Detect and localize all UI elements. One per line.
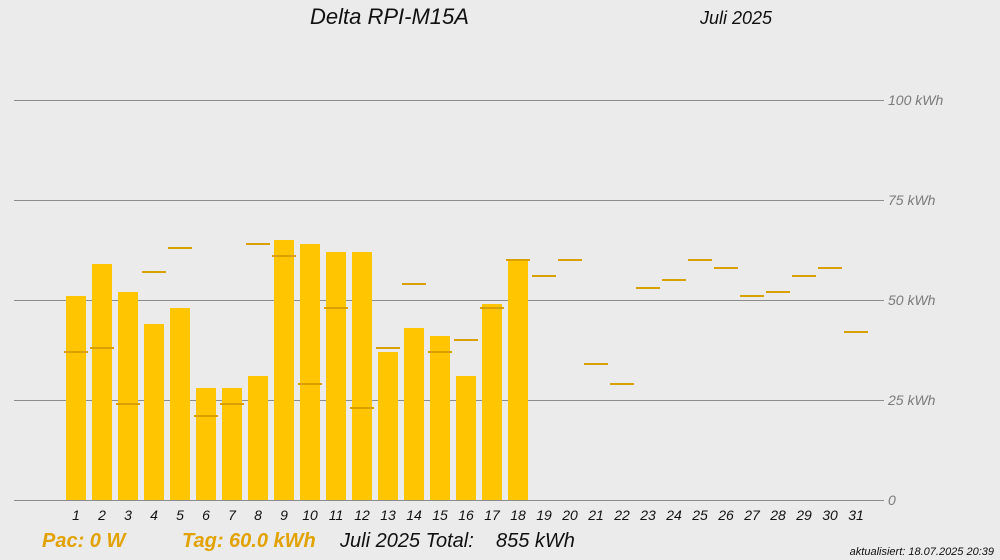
bar [508,260,528,500]
x-tick-label: 20 [561,507,578,523]
month-total-value: 855 kWh [496,530,575,552]
bar [482,304,502,500]
x-tick-label: 13 [380,507,396,523]
x-tick-label: 8 [254,507,262,523]
x-tick-label: 25 [691,507,708,523]
x-tick-label: 14 [406,507,422,523]
bar [430,336,450,500]
x-tick-label: 17 [484,507,501,523]
x-tick-label: 28 [769,507,786,523]
x-tick-label: 22 [613,507,630,523]
y-tick-label: 50 kWh [888,292,936,308]
x-tick-label: 10 [302,507,318,523]
x-tick-label: 30 [822,507,838,523]
x-tick-label: 11 [329,507,344,523]
bar [456,376,476,500]
x-tick-label: 18 [510,507,526,523]
y-tick-label: 100 kWh [888,92,943,108]
bar [170,308,190,500]
x-tick-label: 27 [743,507,761,523]
last-updated: aktualisiert: 18.07.2025 20:39 [849,546,994,558]
x-tick-label: 26 [717,507,734,523]
x-tick-label: 1 [72,507,80,523]
bar [144,324,164,500]
bar [300,244,320,500]
x-tick-label: 4 [150,507,158,523]
bar [66,296,86,500]
bar [352,252,372,500]
x-tick-label: 6 [202,507,210,523]
day-energy-readout: Tag: 60.0 kWh [182,530,316,552]
x-tick-label: 23 [639,507,656,523]
bar [118,292,138,500]
x-tick-label: 16 [458,507,474,523]
chart-month: Juli 2025 [700,8,773,28]
bar [404,328,424,500]
x-tick-label: 3 [124,507,132,523]
y-tick-label: 0 [888,492,896,508]
bar [92,264,112,500]
chart-title: Delta RPI-M15A [310,4,469,29]
y-tick-label: 75 kWh [888,192,936,208]
bar [196,388,216,500]
x-tick-label: 7 [228,507,237,523]
x-tick-label: 21 [587,507,604,523]
x-tick-label: 9 [280,507,288,523]
bar [222,388,242,500]
x-tick-label: 15 [432,507,448,523]
bar [248,376,268,500]
x-tick-label: 19 [536,507,552,523]
y-tick-label: 25 kWh [887,392,936,408]
x-tick-label: 2 [97,507,106,523]
bar [326,252,346,500]
x-tick-label: 12 [354,507,370,523]
month-total-label: Juli 2025 Total: [340,530,474,552]
x-tick-label: 29 [795,507,812,523]
bar [274,240,294,500]
x-tick-label: 24 [665,507,682,523]
bar [378,352,398,500]
x-tick-label: 31 [848,507,864,523]
pac-readout: Pac: 0 W [42,530,126,552]
x-tick-label: 5 [176,507,184,523]
